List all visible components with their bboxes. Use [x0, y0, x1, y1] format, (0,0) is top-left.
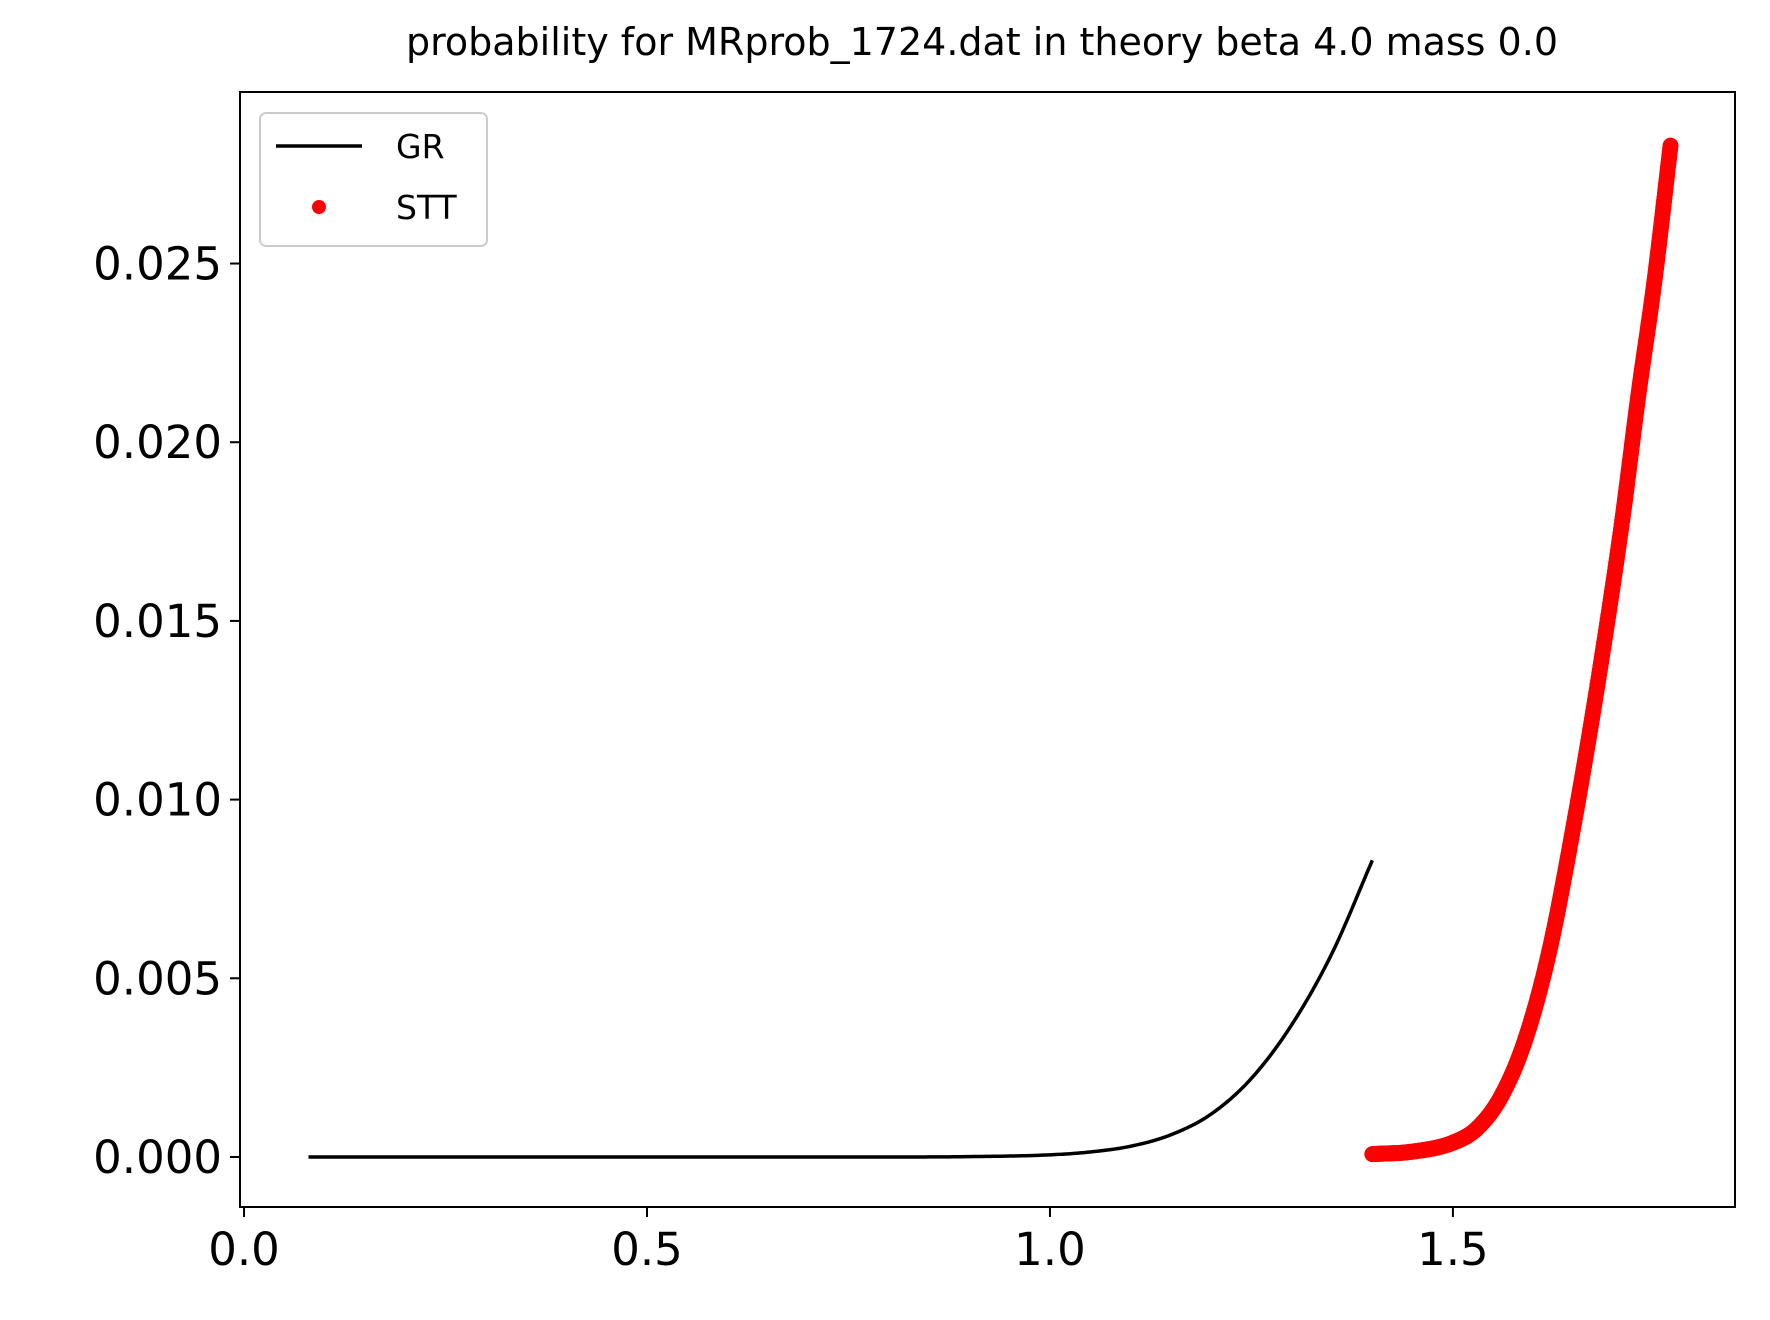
legend-label: GR [396, 127, 445, 166]
y-tick-label: 0.010 [93, 774, 222, 827]
y-tick-label: 0.025 [93, 238, 222, 291]
y-tick-label: 0.005 [93, 952, 222, 1005]
plot-area [308, 137, 1679, 1163]
legend-item: GR [276, 127, 445, 166]
legend-item: STT [312, 188, 458, 227]
legend: GR STT [259, 112, 488, 247]
y-axis: 0.000 0.005 0.010 0.015 0.020 0.025 [93, 238, 240, 1184]
legend-label: STT [396, 188, 458, 227]
data-point [1662, 137, 1679, 154]
legend-dot-swatch [312, 200, 326, 214]
series-gr [308, 859, 1374, 1159]
series-stt [1364, 137, 1679, 1163]
y-tick-label: 0.020 [93, 416, 222, 469]
series-line [308, 859, 1374, 1159]
y-tick-label: 0.015 [93, 595, 222, 648]
x-tick-label: 1.0 [1014, 1223, 1086, 1276]
chart-title: probability for MRprob_1724.dat in theor… [406, 20, 1558, 64]
x-axis: 0.0 0.5 1.0 1.5 [208, 1207, 1489, 1276]
x-tick-label: 1.5 [1417, 1223, 1489, 1276]
x-tick-label: 0.0 [208, 1223, 280, 1276]
x-tick-label: 0.5 [611, 1223, 683, 1276]
y-tick-label: 0.000 [93, 1131, 222, 1184]
axes-frame [239, 91, 1736, 1208]
